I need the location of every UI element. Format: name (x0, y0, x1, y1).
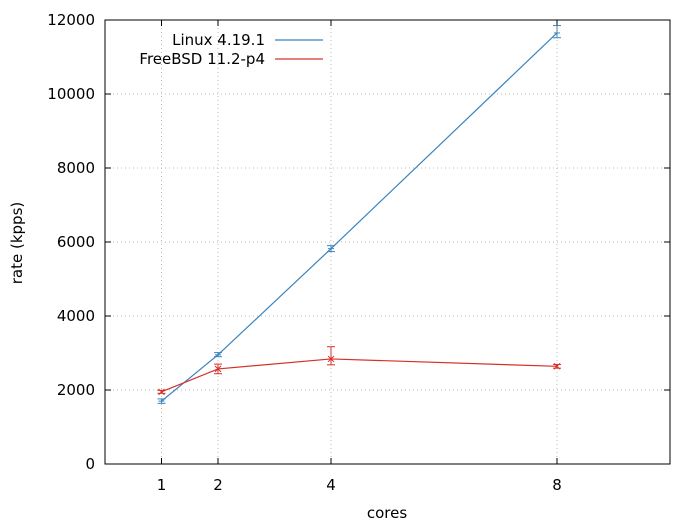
error-bar (327, 346, 335, 366)
series-group (157, 25, 561, 404)
error-bar (327, 245, 335, 253)
y-tick-label: 6000 (57, 233, 95, 251)
data-point (553, 362, 561, 370)
y-axis-label: rate (kpps) (8, 202, 26, 285)
x-tick-label: 1 (157, 476, 167, 494)
grid (105, 20, 670, 464)
data-point (158, 388, 165, 396)
y-tick-label: 0 (85, 455, 95, 473)
x-axis-label: cores (367, 504, 407, 522)
y-tick-label: 12000 (47, 11, 95, 29)
error-bar (553, 25, 561, 39)
x-tick-label: 4 (326, 476, 336, 494)
error-bar (214, 363, 222, 375)
error-bar (214, 352, 222, 358)
series-line-1 (161, 358, 558, 393)
data-point (214, 365, 222, 373)
data-point (327, 355, 335, 363)
error-bar (157, 398, 166, 404)
series-line-0 (161, 32, 558, 402)
error-bar (157, 388, 166, 396)
error-bar (553, 362, 561, 370)
legend-label-0: Linux 4.19.1 (172, 31, 265, 49)
y-tick-label: 4000 (57, 307, 95, 325)
x-tick-label: 2 (213, 476, 223, 494)
x-tick-label: 8 (552, 476, 562, 494)
legend-label-1: FreeBSD 11.2-p4 (139, 50, 265, 68)
y-tick-label: 2000 (57, 381, 95, 399)
ticks: 0 2000 4000 6000 8000 10000 12000 1 2 4 8 (47, 11, 670, 494)
y-tick-label: 8000 (57, 159, 95, 177)
y-tick-label: 10000 (47, 85, 95, 103)
